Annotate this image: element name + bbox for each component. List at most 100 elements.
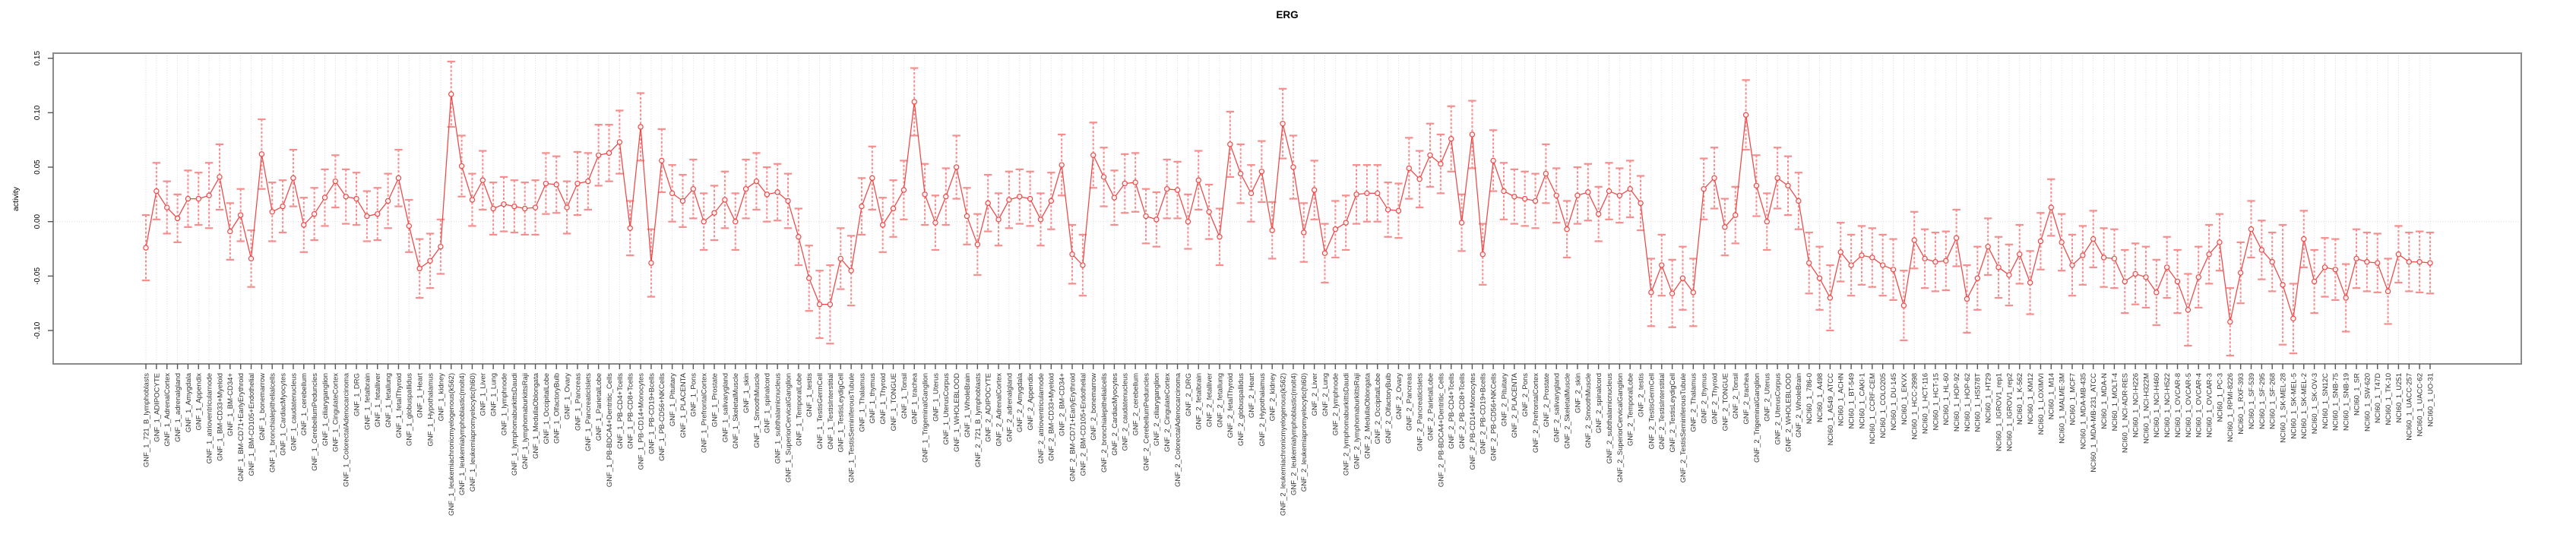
data-point [427, 258, 433, 264]
data-point [1974, 275, 1981, 281]
data-point [227, 228, 233, 235]
x-tick-label: GNF_2_leukemiapromyelocytic(hl60) [1300, 373, 1309, 492]
x-tick-label: GNF_2_PB-CD14+Monocytes [1469, 373, 1477, 470]
data-point [343, 194, 349, 200]
data-point [1532, 198, 1539, 204]
data-point [1648, 289, 1654, 296]
x-tick-label: GNF_2_ADIPOCYTE [985, 373, 993, 442]
x-tick-label: GNF_2_Prostate [1543, 373, 1551, 427]
x-tick-label: NCI60_1_PC-3 [2216, 373, 2224, 422]
data-point [2080, 252, 2086, 258]
x-tick-label: GNF_1_lymphomaburkittsDaudi [511, 373, 519, 476]
data-point [932, 220, 938, 226]
x-tick-label: NCI60_1_T47D [2374, 373, 2382, 423]
data-point [659, 157, 665, 164]
data-point [827, 301, 834, 308]
data-point [1080, 262, 1086, 268]
data-point [1521, 195, 1528, 202]
y-tick-label: 0.10 [33, 105, 42, 120]
data-point [311, 210, 318, 217]
x-tick-label: NCI60_1_MDA-MB-231_ATCC [2090, 373, 2098, 473]
data-point [964, 213, 970, 220]
data-point [2375, 260, 2381, 266]
x-tick-label: NCI60_1_SF-295 [2258, 373, 2267, 429]
data-point [2069, 262, 2075, 268]
x-tick-label: GNF_1_Pancreas [574, 373, 582, 431]
data-point [2017, 251, 2023, 258]
x-tick-label: GNF_2_MedullaOblongata [1363, 372, 1372, 459]
y-tick-label: 0.15 [33, 51, 42, 66]
data-point [879, 222, 886, 228]
data-point [638, 124, 644, 130]
data-point [1964, 296, 1970, 302]
x-tick-label: GNF_2_CerebellumPeduncles [1142, 373, 1150, 471]
data-point [1059, 162, 1065, 168]
x-tick-label: NCI60_1_HCC-2998 [1911, 373, 1919, 440]
x-tick-label: GNF_2_Tonsil [1732, 373, 1740, 419]
x-tick-label: GNF_1_WholeBrain [964, 373, 972, 438]
x-tick-label: GNF_2_ciliaryganglion [1153, 373, 1161, 446]
x-tick-label: GNF_1_AdrenalCortex [163, 373, 172, 447]
x-tick-label: NCI60_1_HS578T [1974, 373, 1983, 432]
x-tick-label: GNF_1_lymphomaburkittsRaji [521, 373, 530, 470]
data-point [1258, 169, 1265, 175]
data-point [385, 198, 391, 204]
x-tick-label: GNF_1_leukemiachronicmyelogenous(k562) [448, 373, 456, 516]
x-tick-label: GNF_2_thymus [1701, 373, 1709, 424]
x-tick-label: GNF_2_TestisLeydigCell [1669, 373, 1677, 453]
x-tick-label: GNF_1_ADIPOCYTE [153, 373, 161, 442]
x-tick-label: GNF_1_Thalamus [858, 373, 866, 432]
x-tick-label: GNF_1_TrigeminalGanglion [921, 373, 929, 463]
data-point [1416, 176, 1422, 182]
data-point [722, 197, 728, 203]
data-point [1985, 243, 1991, 250]
data-point [280, 203, 286, 210]
data-point [469, 197, 476, 203]
data-point [2027, 280, 2033, 286]
x-tick-label: GNF_2_fetalbrain [1195, 373, 1204, 430]
x-tick-label: GNF_2_PB-CD19+Bcells [1479, 373, 1488, 454]
data-point [1616, 192, 1623, 198]
x-tick-label: GNF_2_TestisInterstitial [1658, 373, 1666, 450]
data-point [848, 267, 854, 274]
data-point [375, 210, 381, 217]
x-tick-label: NCI60_1_SNB-75 [2332, 373, 2340, 431]
x-tick-label: NCI60_1_BT-549 [1848, 373, 1856, 428]
data-point [1911, 237, 1917, 243]
data-point [1174, 187, 1181, 193]
data-point [2395, 251, 2402, 258]
data-point [1111, 194, 1118, 201]
x-tick-label: NCI60_1_DU-145 [1890, 373, 1898, 431]
x-tick-label: GNF_2_lymphomaburkittsDaudi [1343, 373, 1351, 476]
series-line [145, 93, 2431, 322]
data-point [1227, 141, 1233, 147]
data-point [753, 178, 760, 185]
x-tick-label: NCI60_1_K-562 [2016, 373, 2024, 425]
data-point [733, 219, 739, 225]
data-point [1311, 187, 1318, 193]
data-point [2154, 289, 2160, 296]
x-tick-label: GNF_2_testis [1637, 373, 1645, 417]
data-point [185, 195, 191, 202]
data-point [2185, 307, 2191, 313]
data-point [1711, 175, 1717, 182]
data-point [553, 182, 559, 188]
data-point [985, 200, 991, 207]
data-point [1837, 249, 1843, 255]
x-tick-label: GNF_2_salivarygland [1553, 373, 1562, 442]
data-point [321, 194, 328, 201]
data-point [1816, 275, 1823, 281]
x-tick-label: GNF_1_leukemialymphoblastic(molt4) [458, 373, 467, 495]
data-point [806, 275, 812, 281]
x-tick-label: GNF_1_PLACENTA [679, 372, 688, 438]
x-tick-label: GNF_1_Pituitary [669, 373, 677, 426]
x-tick-label: GNF_1_OlfactoryBulb [553, 373, 562, 444]
x-tick-label: GNF_1_Pons [690, 373, 698, 417]
data-point [1321, 250, 1328, 256]
x-tick-label: GNF_1_Ovary [564, 373, 572, 419]
data-point [1332, 226, 1339, 232]
data-point [248, 255, 255, 262]
data-point [1553, 192, 1559, 198]
data-point [2301, 236, 2307, 242]
